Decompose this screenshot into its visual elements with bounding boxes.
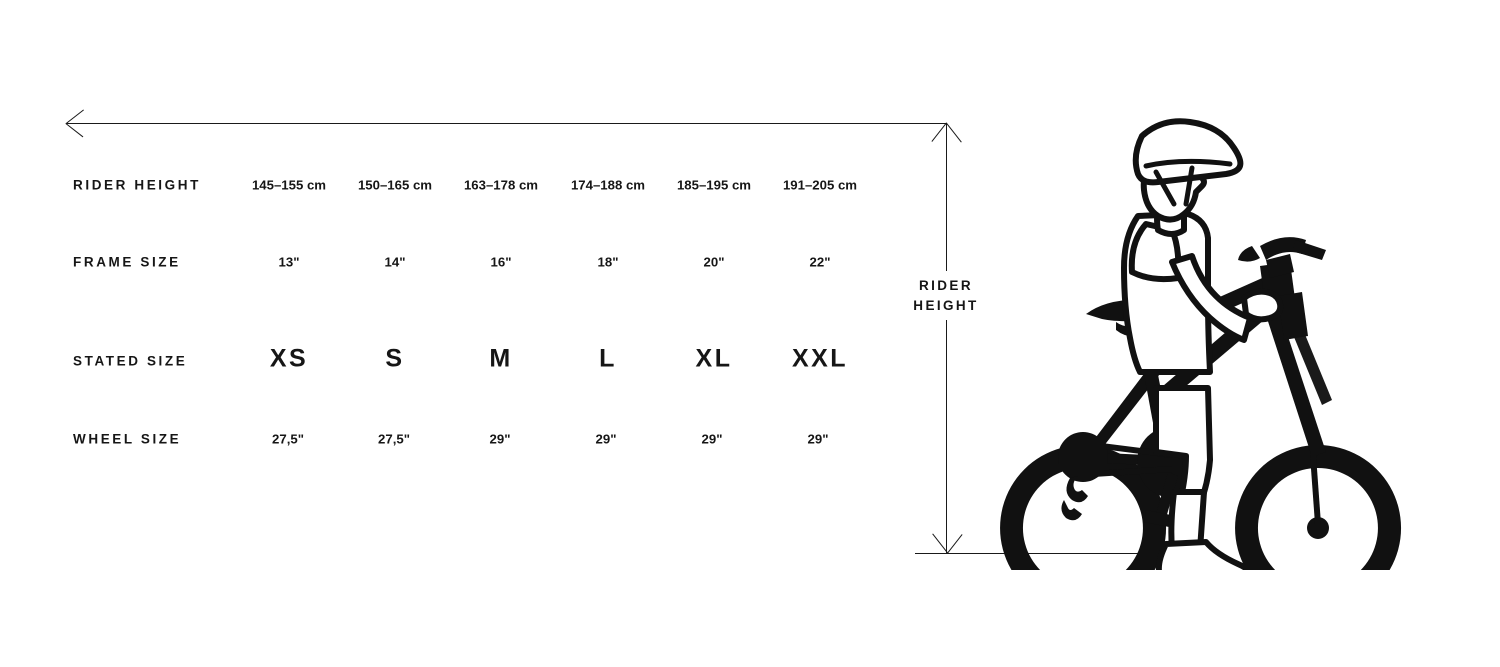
cell-rider-height-2: 150–165 cm: [357, 177, 433, 193]
cell-stated-size-3: M: [489, 344, 513, 373]
cell-frame-size-4: 18": [597, 254, 619, 270]
rider-height-dimension-line-lower: [946, 320, 947, 553]
rider-height-dimension-label: RIDER HEIGHT: [906, 273, 986, 319]
row-label-rider-height: RIDER HEIGHT: [73, 177, 201, 193]
cell-wheel-size-3: 29": [489, 431, 511, 447]
cell-wheel-size-6: 29": [807, 431, 829, 447]
row-label-wheel-size: WHEEL SIZE: [73, 431, 182, 447]
row-label-frame-size: FRAME SIZE: [73, 254, 181, 270]
cell-rider-height-4: 174–188 cm: [570, 177, 646, 193]
cell-stated-size-1: XS: [269, 344, 309, 373]
cell-rider-height-6: 191–205 cm: [782, 177, 858, 193]
cell-wheel-size-1: 27,5": [272, 431, 304, 447]
rider-height-dimension-line-upper: [946, 123, 947, 271]
size-table: RIDER HEIGHT 145–155 cm 150–165 cm 163–1…: [73, 177, 858, 447]
cell-stated-size-4: L: [599, 344, 617, 373]
cell-wheel-size-2: 27,5": [378, 431, 410, 447]
rider-height-label-line2: HEIGHT: [913, 298, 979, 313]
cell-wheel-size-5: 29": [701, 431, 723, 447]
cell-rider-height-1: 145–155 cm: [251, 177, 327, 193]
cell-rider-height-5: 185–195 cm: [676, 177, 752, 193]
cell-stated-size-5: XL: [695, 344, 733, 373]
cell-stated-size-2: S: [385, 344, 405, 373]
helmet-rim-line: [1143, 158, 1233, 169]
cell-wheel-size-4: 29": [595, 431, 617, 447]
rider-height-label-line1: RIDER: [918, 278, 973, 293]
cyclist-with-bike-illustration: [960, 100, 1450, 570]
cell-frame-size-1: 13": [278, 254, 300, 270]
cell-rider-height-3: 163–178 cm: [463, 177, 539, 193]
ground-line: [915, 553, 1160, 554]
cell-frame-size-5: 20": [703, 254, 725, 270]
cell-frame-size-6: 22": [809, 254, 831, 270]
cell-stated-size-6: XXL: [791, 344, 849, 373]
top-horizontal-rule: [66, 123, 946, 124]
row-label-stated-size: STATED SIZE: [73, 353, 188, 369]
cell-frame-size-2: 14": [384, 254, 406, 270]
cell-frame-size-3: 16": [490, 254, 512, 270]
